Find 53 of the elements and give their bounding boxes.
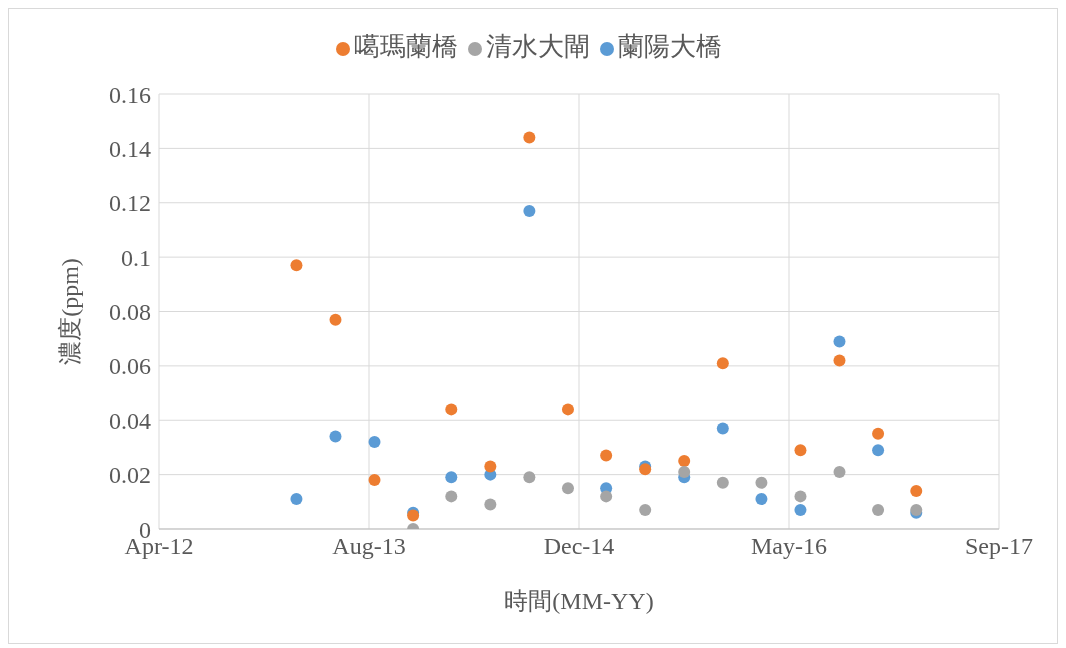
x-tick-label: Dec-14 xyxy=(543,533,615,560)
x-tick-label: Aug-13 xyxy=(332,533,406,560)
point xyxy=(755,493,768,506)
point xyxy=(290,493,303,506)
y-tick-label: 0.14 xyxy=(109,135,151,162)
point xyxy=(368,474,381,487)
y-tick-label: 0.16 xyxy=(109,81,151,108)
point xyxy=(368,436,381,448)
point xyxy=(833,465,846,478)
point xyxy=(523,204,536,217)
point xyxy=(716,476,729,489)
x-axis-title: 時間(MM-YY) xyxy=(504,588,654,614)
y-tick-label: 0.12 xyxy=(109,190,151,217)
point xyxy=(445,403,458,416)
point xyxy=(833,354,846,367)
point xyxy=(716,422,729,435)
point xyxy=(755,476,768,489)
legend-label: 清水大閘 xyxy=(486,32,590,61)
point xyxy=(329,430,342,443)
point xyxy=(716,357,729,370)
point xyxy=(678,465,691,478)
point xyxy=(523,471,536,484)
y-tick-label: 0.02 xyxy=(109,462,151,489)
point xyxy=(600,490,613,503)
point xyxy=(561,403,574,416)
point xyxy=(794,503,807,516)
point xyxy=(872,427,885,440)
point xyxy=(484,498,497,511)
point xyxy=(794,490,807,503)
y-tick-label: 0.04 xyxy=(109,407,151,434)
y-tick-label: 0.08 xyxy=(109,299,151,326)
point xyxy=(445,471,458,484)
point xyxy=(833,335,846,348)
point xyxy=(639,503,652,516)
point xyxy=(678,455,691,468)
point xyxy=(561,482,574,495)
point xyxy=(329,313,342,326)
point xyxy=(290,259,303,272)
y-tick-label: 0.1 xyxy=(121,244,151,271)
y-tick-label: 0.06 xyxy=(109,353,151,380)
x-tick-label: May-16 xyxy=(751,533,827,560)
point xyxy=(910,484,923,497)
point xyxy=(600,449,613,462)
y-axis-title: 濃度(ppm) xyxy=(56,258,83,365)
point xyxy=(523,131,536,144)
point xyxy=(872,503,885,516)
point xyxy=(794,444,807,457)
point xyxy=(445,490,458,503)
point xyxy=(484,460,497,473)
point xyxy=(872,444,885,457)
legend-label: 噶瑪蘭橋 xyxy=(354,32,458,61)
legend-label: 蘭陽大橋 xyxy=(618,32,722,61)
x-tick-label: Sep-17 xyxy=(965,533,1033,560)
